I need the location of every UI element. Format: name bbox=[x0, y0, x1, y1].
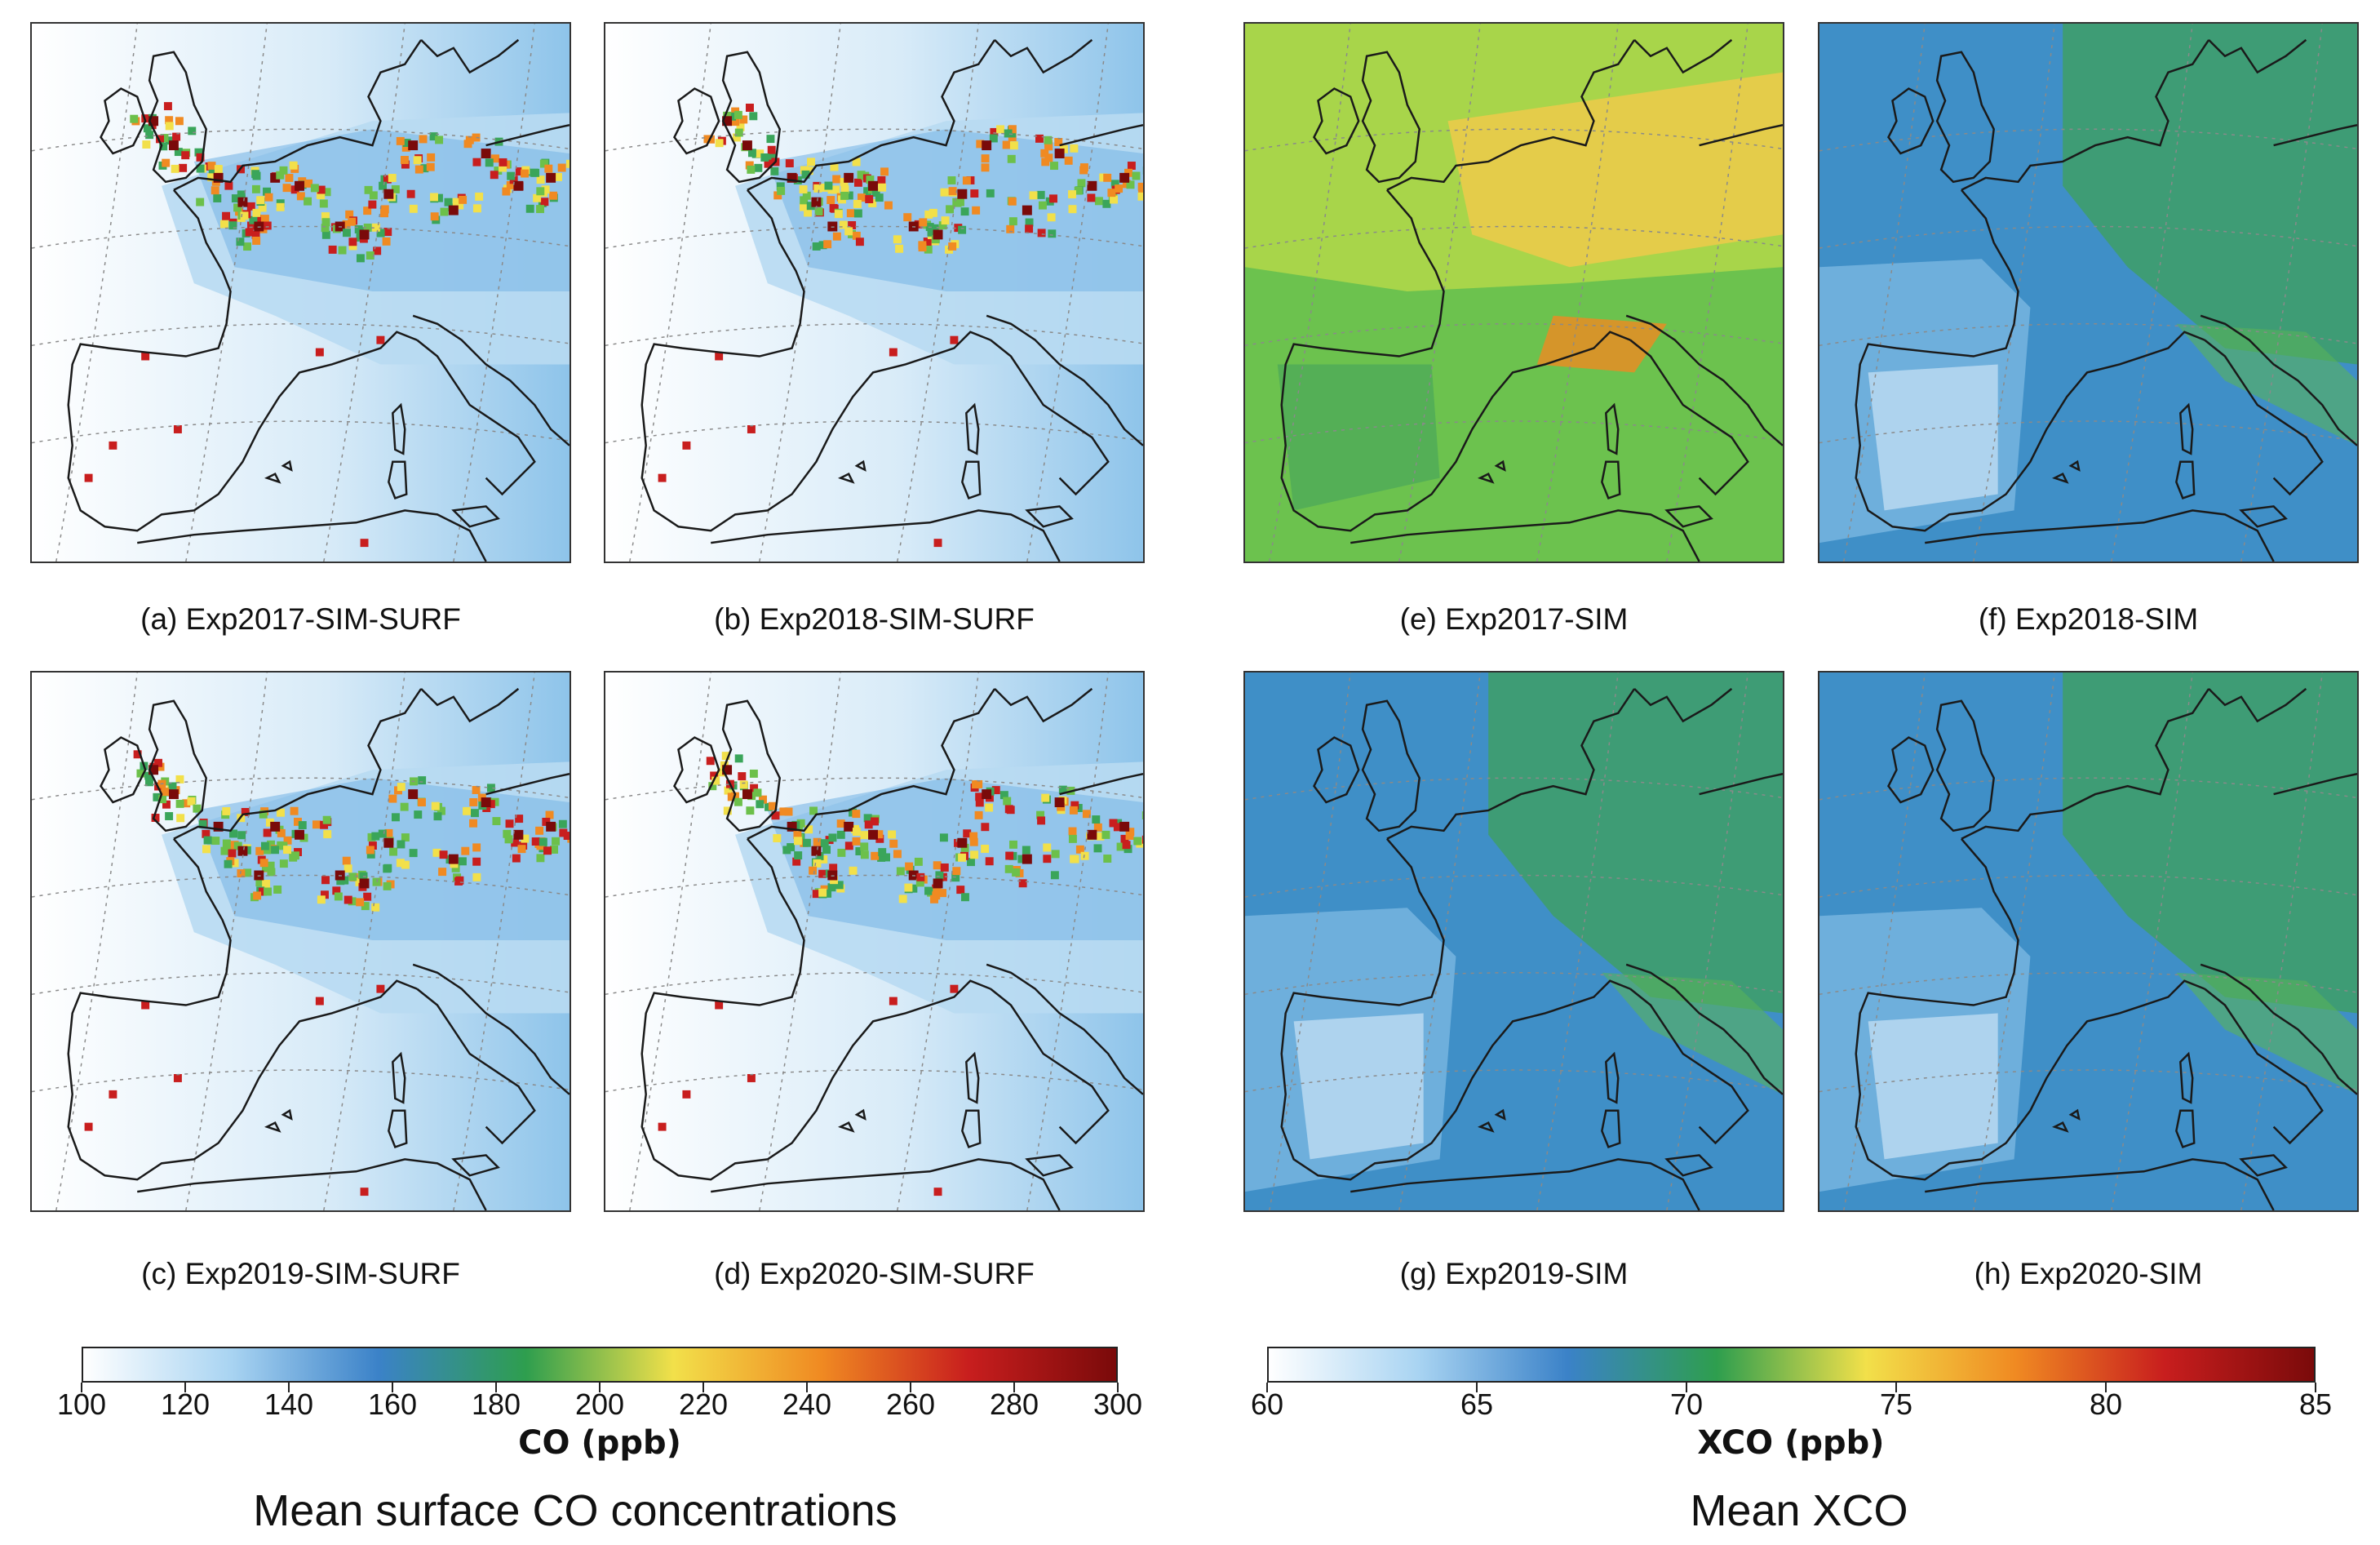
co-tick-label: 180 bbox=[471, 1387, 521, 1421]
map-panel-c bbox=[30, 671, 571, 1212]
co-tick-mark bbox=[1117, 1383, 1119, 1392]
caption-e: (e) Exp2017-SIM bbox=[1399, 602, 1629, 636]
xco-tick-mark bbox=[2315, 1383, 2316, 1392]
xco-tick-label: 80 bbox=[2089, 1387, 2123, 1421]
map-svg-f bbox=[1819, 24, 2357, 562]
xco-tick-mark bbox=[1266, 1383, 1268, 1392]
map-panel-f bbox=[1818, 22, 2359, 563]
map-svg-c bbox=[32, 673, 570, 1210]
xco-tick-label: 75 bbox=[1879, 1387, 1913, 1421]
co-tick-mark bbox=[599, 1383, 601, 1392]
co-tick-mark bbox=[81, 1383, 82, 1392]
co-tick-mark bbox=[806, 1383, 808, 1392]
co-tick-label: 120 bbox=[160, 1387, 211, 1421]
map-panel-a bbox=[30, 22, 571, 563]
co-tick-mark bbox=[702, 1383, 704, 1392]
co-tick-label: 300 bbox=[1092, 1387, 1143, 1421]
map-panel-e bbox=[1243, 22, 1784, 563]
co-tick-label: 160 bbox=[367, 1387, 418, 1421]
caption-f: (f) Exp2018-SIM bbox=[1978, 602, 2199, 636]
map-panel-b bbox=[604, 22, 1145, 563]
xco-tick-label: 60 bbox=[1250, 1387, 1284, 1421]
xco-colorbar bbox=[1267, 1347, 2316, 1383]
caption-a: (a) Exp2017-SIM-SURF bbox=[140, 602, 461, 636]
co-tick-label: 260 bbox=[885, 1387, 936, 1421]
map-svg-b bbox=[605, 24, 1143, 562]
map-svg-a bbox=[32, 24, 570, 562]
xco-tick-label: 65 bbox=[1460, 1387, 1494, 1421]
xco-colorbar-label: XCO (ppb) bbox=[1697, 1424, 1885, 1462]
xco-group-title: Mean XCO bbox=[1690, 1486, 1908, 1535]
co-tick-mark bbox=[1013, 1383, 1015, 1392]
xco-tick-mark bbox=[1476, 1383, 1478, 1392]
caption-d: (d) Exp2020-SIM-SURF bbox=[714, 1257, 1035, 1290]
co-tick-label: 280 bbox=[989, 1387, 1039, 1421]
map-svg-h bbox=[1819, 673, 2357, 1210]
co-colorbar bbox=[82, 1347, 1118, 1383]
caption-c: (c) Exp2019-SIM-SURF bbox=[141, 1257, 460, 1290]
co-group-title: Mean surface CO concentrations bbox=[253, 1486, 897, 1535]
xco-tick-label: 70 bbox=[1669, 1387, 1704, 1421]
caption-g: (g) Exp2019-SIM bbox=[1399, 1257, 1629, 1290]
co-tick-mark bbox=[495, 1383, 497, 1392]
co-colorbar-label: CO (ppb) bbox=[518, 1424, 681, 1462]
map-panel-d bbox=[604, 671, 1145, 1212]
map-svg-d bbox=[605, 673, 1143, 1210]
co-tick-label: 100 bbox=[56, 1387, 107, 1421]
map-svg-g bbox=[1245, 673, 1783, 1210]
co-tick-label: 140 bbox=[264, 1387, 314, 1421]
co-tick-mark bbox=[184, 1383, 186, 1392]
co-tick-mark bbox=[392, 1383, 393, 1392]
map-svg-e bbox=[1245, 24, 1783, 562]
map-panel-h bbox=[1818, 671, 2359, 1212]
co-tick-label: 240 bbox=[782, 1387, 832, 1421]
co-tick-mark bbox=[910, 1383, 911, 1392]
caption-b: (b) Exp2018-SIM-SURF bbox=[714, 602, 1035, 636]
co-tick-label: 200 bbox=[574, 1387, 625, 1421]
caption-h: (h) Exp2020-SIM bbox=[1974, 1257, 2203, 1290]
co-tick-label: 220 bbox=[678, 1387, 729, 1421]
co-tick-mark bbox=[288, 1383, 290, 1392]
xco-tick-mark bbox=[2105, 1383, 2107, 1392]
xco-tick-label: 85 bbox=[2298, 1387, 2333, 1421]
xco-tick-mark bbox=[1686, 1383, 1687, 1392]
xco-tick-mark bbox=[1895, 1383, 1897, 1392]
map-panel-g bbox=[1243, 671, 1784, 1212]
